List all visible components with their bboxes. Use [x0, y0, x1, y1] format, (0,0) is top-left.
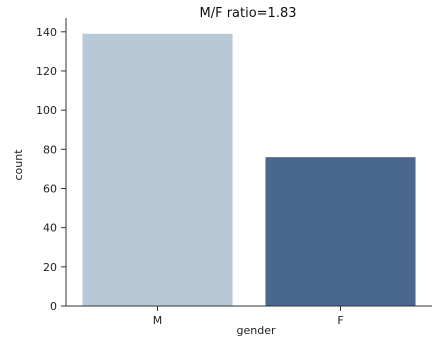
bar-M	[82, 33, 233, 307]
y-tick-label: 0	[50, 300, 57, 313]
y-tick-label: 140	[36, 26, 57, 39]
x-tick-label: M	[153, 314, 163, 327]
bars	[82, 33, 416, 307]
y-tick-label: 80	[43, 143, 57, 156]
y-tick-label: 120	[36, 65, 57, 78]
y-axis-title: count	[12, 149, 25, 181]
y-ticks: 0 20 40 60 80 100 120 140	[36, 26, 66, 313]
y-tick-label: 100	[36, 104, 57, 117]
y-tick-label: 20	[43, 261, 57, 274]
x-axis-title: gender	[237, 324, 276, 337]
bar-F	[265, 157, 416, 306]
y-tick-label: 60	[43, 182, 57, 195]
y-tick-label: 40	[43, 222, 57, 235]
chart-title: M/F ratio=1.83	[199, 6, 296, 21]
x-tick-label: F	[337, 314, 343, 327]
